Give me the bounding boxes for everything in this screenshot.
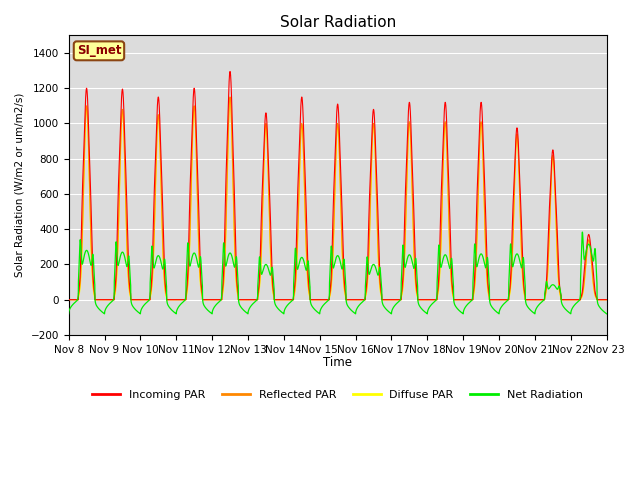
Title: Solar Radiation: Solar Radiation [280, 15, 396, 30]
Y-axis label: Solar Radiation (W/m2 or um/m2/s): Solar Radiation (W/m2 or um/m2/s) [15, 93, 25, 277]
X-axis label: Time: Time [323, 356, 352, 369]
Text: SI_met: SI_met [77, 44, 121, 57]
Legend: Incoming PAR, Reflected PAR, Diffuse PAR, Net Radiation: Incoming PAR, Reflected PAR, Diffuse PAR… [88, 385, 588, 404]
